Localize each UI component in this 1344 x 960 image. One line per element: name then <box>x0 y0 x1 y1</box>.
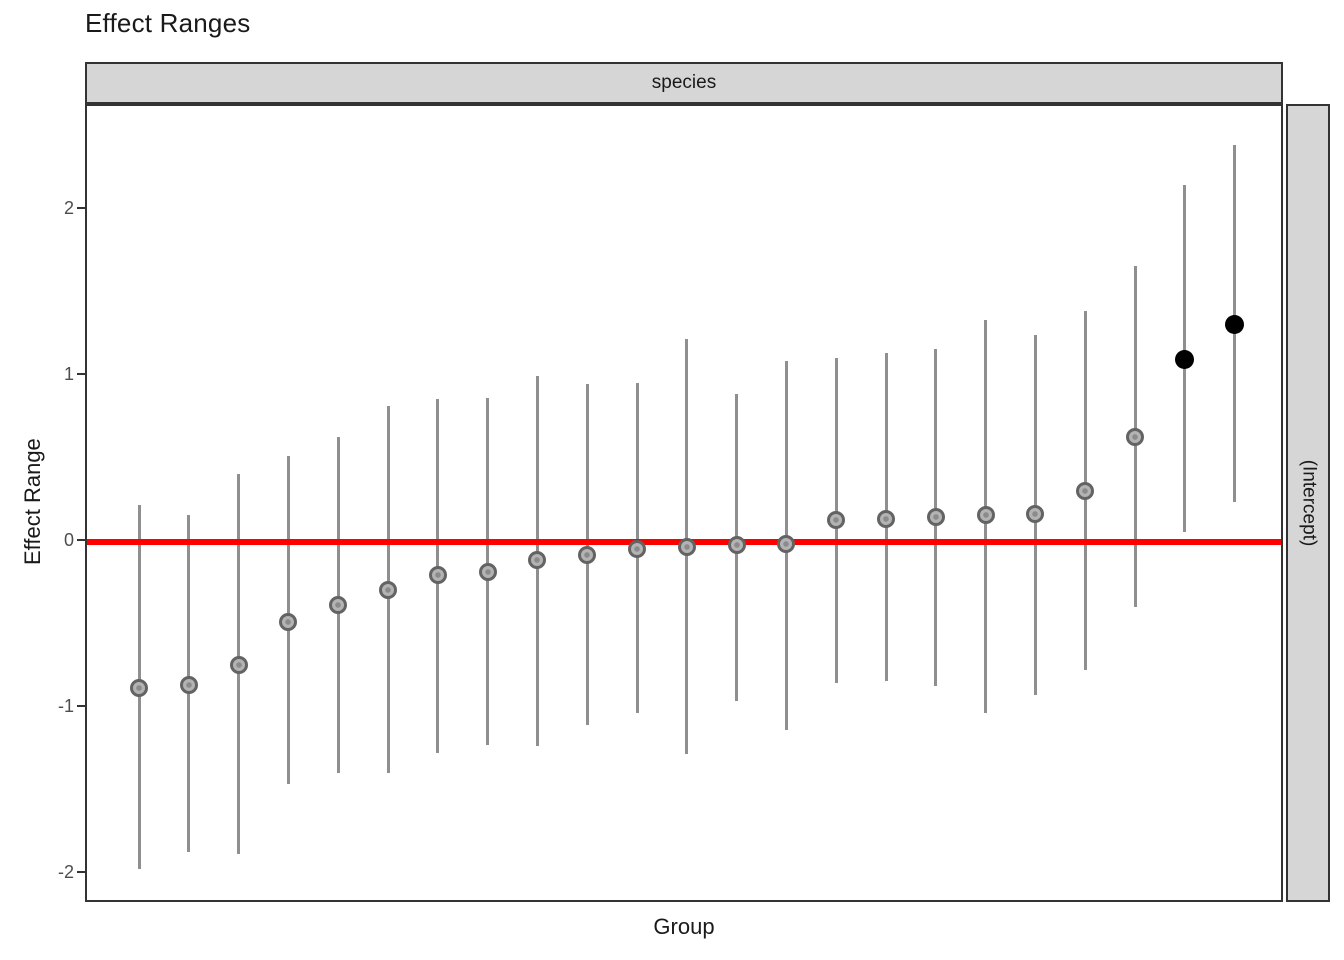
estimate-point <box>1126 428 1144 447</box>
estimate-point <box>777 534 796 553</box>
estimate-point <box>279 612 298 631</box>
estimate-point <box>926 508 945 527</box>
y-axis-tick-mark <box>77 705 85 707</box>
estimate-point <box>379 581 397 600</box>
y-axis-tick-mark <box>77 539 85 541</box>
significant-point <box>1175 349 1195 369</box>
y-axis-tick-label: 0 <box>63 530 74 550</box>
y-axis-tick-mark <box>77 207 85 209</box>
y-axis-tick-label: -1 <box>57 696 74 716</box>
plot-panel <box>85 104 1283 902</box>
estimate-point <box>877 509 895 528</box>
estimate-point <box>727 536 746 555</box>
estimate-point <box>1076 481 1095 500</box>
facet-strip-intercept: (Intercept) <box>1286 104 1330 902</box>
estimate-point <box>827 511 846 530</box>
estimate-point <box>1026 504 1045 523</box>
estimate-point <box>179 675 198 694</box>
facet-strip-intercept-label: (Intercept) <box>1298 459 1319 547</box>
y-axis-tick-label: 1 <box>63 364 74 384</box>
y-axis-tick-mark <box>77 871 85 873</box>
x-axis-title: Group <box>653 914 715 939</box>
y-axis-tick-mark <box>77 373 85 375</box>
estimate-point <box>578 546 597 565</box>
estimate-point <box>528 551 547 570</box>
estimate-point <box>130 679 148 698</box>
significant-point <box>1225 315 1245 335</box>
estimate-point <box>478 562 497 581</box>
plot-title: Effect Ranges <box>85 8 251 38</box>
y-axis-tick-label: -2 <box>57 862 74 882</box>
estimate-point <box>976 506 995 525</box>
estimate-point <box>628 539 646 558</box>
estimate-point <box>428 566 447 585</box>
facet-strip-species: species <box>85 62 1283 104</box>
estimate-point <box>329 596 348 615</box>
y-axis-tick-label: 2 <box>63 198 74 218</box>
facet-strip-species-label: species <box>651 72 717 93</box>
estimate-point <box>229 655 248 674</box>
estimate-point <box>677 537 696 556</box>
